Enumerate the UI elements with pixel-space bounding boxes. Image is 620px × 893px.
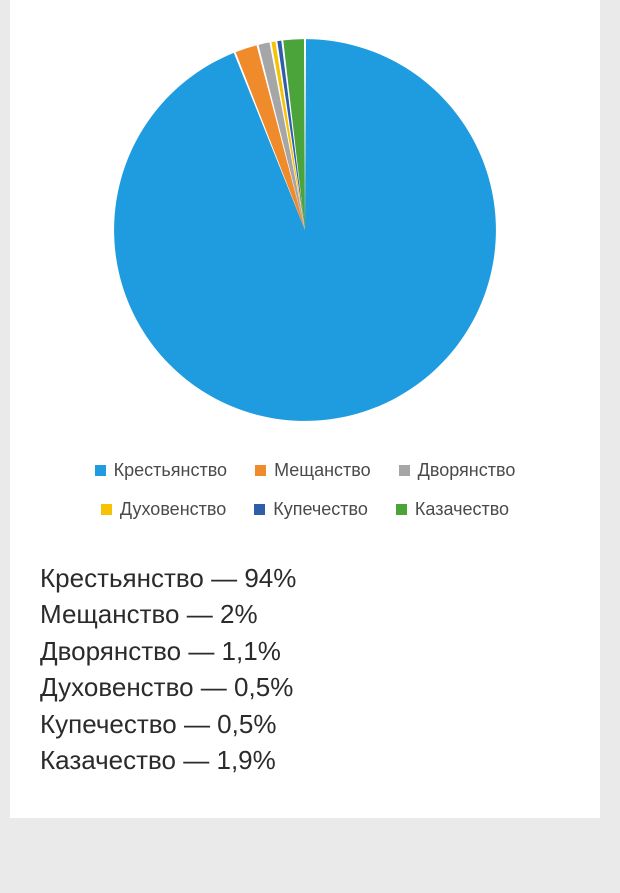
data-row: Казачество — 1,9%	[40, 742, 570, 778]
legend-label: Дворянство	[418, 460, 516, 481]
legend-label: Купечество	[273, 499, 368, 520]
data-row: Духовенство — 0,5%	[40, 669, 570, 705]
data-suffix: %	[253, 709, 276, 739]
legend-label: Духовенство	[120, 499, 226, 520]
legend-swatch	[95, 465, 106, 476]
data-value: 1,9	[216, 745, 252, 775]
legend-item: Казачество	[396, 499, 509, 520]
legend-item: Крестьянство	[95, 460, 227, 481]
data-label: Казачество	[40, 745, 176, 775]
legend: Крестьянство Мещанство Дворянство Духовенст…	[30, 460, 580, 520]
data-row: Мещанство — 2%	[40, 596, 570, 632]
legend-item: Мещанство	[255, 460, 371, 481]
data-suffix: %	[270, 672, 293, 702]
data-value: 0,5	[217, 709, 253, 739]
pie-chart-container	[20, 20, 590, 440]
legend-label: Крестьянство	[114, 460, 227, 481]
data-separator: —	[194, 672, 234, 702]
legend-item: Купечество	[254, 499, 368, 520]
data-separator: —	[177, 709, 217, 739]
legend-label: Мещанство	[274, 460, 371, 481]
page: КрестьянствоМещанствоДворянствоДуховенст…	[0, 0, 600, 818]
data-row: Купечество — 0,5%	[40, 706, 570, 742]
data-suffix: %	[273, 563, 296, 593]
data-label: Крестьянство	[40, 563, 204, 593]
legend-swatch	[255, 465, 266, 476]
data-label: Дворянство	[40, 636, 181, 666]
legend-swatch	[254, 504, 265, 515]
data-label: Духовенство	[40, 672, 194, 702]
legend-swatch	[396, 504, 407, 515]
data-value: 94	[244, 563, 273, 593]
data-label: Мещанство	[40, 599, 180, 629]
data-separator: —	[180, 599, 220, 629]
legend-item: Духовенство	[101, 499, 226, 520]
data-suffix: %	[253, 745, 276, 775]
data-value: 1,1	[222, 636, 258, 666]
data-value: 2	[220, 599, 234, 629]
data-value: 0,5	[234, 672, 270, 702]
data-separator: —	[176, 745, 216, 775]
data-list: Крестьянство — 94%Мещанство — 2%Дворянст…	[40, 560, 570, 778]
pie-slice	[114, 39, 496, 421]
data-suffix: %	[258, 636, 281, 666]
legend-label: Казачество	[415, 499, 509, 520]
data-suffix: %	[234, 599, 257, 629]
data-separator: —	[204, 563, 244, 593]
data-separator: —	[181, 636, 221, 666]
pie-chart	[95, 20, 515, 440]
legend-swatch	[399, 465, 410, 476]
legend-swatch	[101, 504, 112, 515]
data-row: Крестьянство — 94%	[40, 560, 570, 596]
legend-item: Дворянство	[399, 460, 516, 481]
data-row: Дворянство — 1,1%	[40, 633, 570, 669]
data-label: Купечество	[40, 709, 177, 739]
